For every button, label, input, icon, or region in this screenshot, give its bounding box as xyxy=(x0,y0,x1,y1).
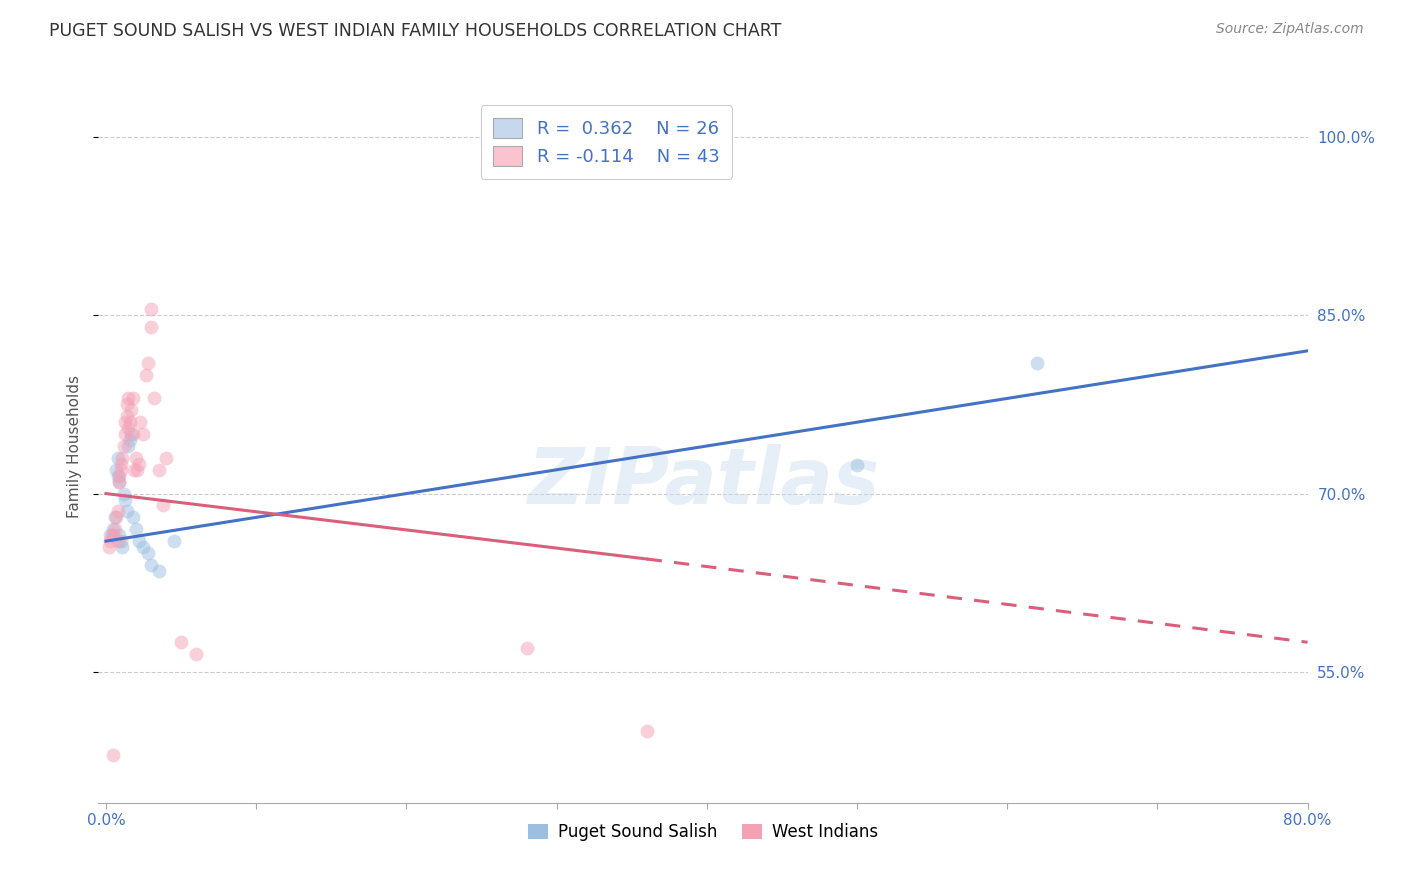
Point xyxy=(115,397,138,411)
Point xyxy=(97,540,120,554)
Point xyxy=(115,409,138,424)
Point xyxy=(114,415,136,429)
Y-axis label: Family Households: Family Households xyxy=(67,375,83,517)
Point xyxy=(114,492,136,507)
Point xyxy=(107,450,129,465)
Point xyxy=(1026,356,1049,370)
Point xyxy=(112,439,135,453)
Point xyxy=(112,486,135,500)
Point xyxy=(136,546,159,560)
Point xyxy=(110,463,132,477)
Point xyxy=(129,415,152,429)
Legend: Puget Sound Salish, West Indians: Puget Sound Salish, West Indians xyxy=(522,817,884,848)
Point xyxy=(103,528,125,542)
Point xyxy=(114,427,136,442)
Point xyxy=(155,450,177,465)
Point xyxy=(117,421,139,435)
Point xyxy=(101,528,124,542)
Point xyxy=(108,468,131,483)
Point xyxy=(105,463,128,477)
Point xyxy=(152,499,174,513)
Point xyxy=(127,463,149,477)
Text: Source: ZipAtlas.com: Source: ZipAtlas.com xyxy=(1216,22,1364,37)
Point xyxy=(121,427,143,442)
Point xyxy=(100,528,122,542)
Point xyxy=(139,558,162,572)
Point xyxy=(115,504,138,518)
Point xyxy=(100,534,122,549)
Point xyxy=(118,433,141,447)
Point xyxy=(110,534,132,549)
Point xyxy=(104,522,127,536)
Point xyxy=(122,427,145,442)
Point xyxy=(132,540,155,554)
Point xyxy=(108,475,131,489)
Point xyxy=(118,415,141,429)
Point xyxy=(107,468,129,483)
Point xyxy=(111,450,134,465)
Point xyxy=(148,463,170,477)
Point xyxy=(107,534,129,549)
Point xyxy=(125,522,148,536)
Point xyxy=(108,528,131,542)
Text: ZIPatlas: ZIPatlas xyxy=(527,443,879,520)
Point xyxy=(122,510,145,524)
Point xyxy=(128,534,150,549)
Point xyxy=(107,504,129,518)
Point xyxy=(110,457,132,471)
Point xyxy=(162,534,184,549)
Point xyxy=(846,458,869,472)
Point xyxy=(184,647,207,661)
Text: PUGET SOUND SALISH VS WEST INDIAN FAMILY HOUSEHOLDS CORRELATION CHART: PUGET SOUND SALISH VS WEST INDIAN FAMILY… xyxy=(49,22,782,40)
Point xyxy=(117,392,139,406)
Point xyxy=(125,450,148,465)
Point xyxy=(636,724,658,739)
Point xyxy=(143,392,166,406)
Point xyxy=(135,368,157,382)
Point xyxy=(104,510,127,524)
Point xyxy=(124,463,146,477)
Point xyxy=(148,564,170,578)
Point xyxy=(121,403,143,417)
Point xyxy=(111,540,134,554)
Point xyxy=(103,522,125,536)
Point xyxy=(170,635,193,649)
Point xyxy=(122,392,145,406)
Point xyxy=(103,748,125,763)
Point xyxy=(128,457,150,471)
Point xyxy=(515,641,537,656)
Point xyxy=(117,439,139,453)
Point xyxy=(108,475,131,489)
Point xyxy=(136,356,159,370)
Point xyxy=(105,510,128,524)
Point xyxy=(139,302,162,317)
Point xyxy=(132,427,155,442)
Point xyxy=(139,320,162,334)
